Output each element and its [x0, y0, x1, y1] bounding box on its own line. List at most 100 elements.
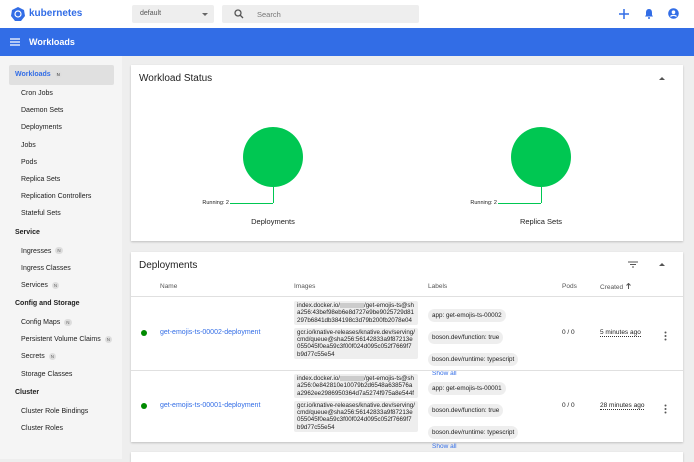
- label-chip: boson.dev/function: true: [428, 404, 504, 417]
- section-title: Config and Storage: [0, 294, 122, 314]
- column-header[interactable]: Pods: [562, 283, 577, 290]
- deployment-link[interactable]: get-emojis-ts-00002-deployment: [160, 329, 261, 336]
- nav-label: Ingresses: [21, 247, 52, 255]
- legend-line: [273, 187, 274, 203]
- top-bar: kubernetes default Search: [0, 0, 694, 28]
- badge: N: [64, 318, 72, 326]
- menu-icon: [664, 331, 667, 341]
- redacted: [340, 375, 364, 381]
- status-card: Workload Status Running: 2 Deployments Run…: [131, 65, 683, 241]
- redacted: [340, 302, 364, 308]
- label-chip: app: get-emojis-ts-00001: [428, 382, 506, 395]
- nav-item[interactable]: Deployments: [0, 119, 122, 136]
- divider: [131, 370, 683, 371]
- nav-label: Ingress Classes: [21, 264, 71, 272]
- nav-item[interactable]: Pods: [0, 154, 122, 171]
- nav-item[interactable]: Persistent Volume Claims N: [0, 331, 122, 348]
- nav-label: Storage Classes: [21, 370, 73, 378]
- pods-count: 0 / 0: [562, 329, 575, 336]
- nav-label: Services: [21, 281, 48, 289]
- collapse-button[interactable]: [659, 77, 665, 80]
- status-dot: [141, 403, 147, 409]
- collapse-button[interactable]: [659, 263, 665, 266]
- nav-label: Pods: [21, 158, 37, 166]
- image-text: gcr.io/knative-releases/knative.dev/serv…: [297, 401, 415, 431]
- column-header[interactable]: Images: [294, 283, 316, 290]
- section-label: Cluster: [15, 388, 40, 396]
- nav-item[interactable]: Cluster Role Bindings: [0, 403, 122, 420]
- nav-label: Cron Jobs: [21, 90, 53, 97]
- badge: N: [48, 353, 56, 361]
- nav-label: Cluster Roles: [21, 425, 64, 432]
- nav-item[interactable]: Ingress Classes: [0, 260, 122, 277]
- nav-item[interactable]: Config Maps N: [0, 314, 122, 331]
- account-button[interactable]: [668, 8, 679, 19]
- nav-item[interactable]: Replica Sets: [0, 171, 122, 188]
- divider: [131, 296, 683, 297]
- image-chip: index.docker.io//get-emojis-ts@sha256:43…: [294, 301, 418, 325]
- image-text: /get-emojis-ts@sha256:43bef98eb6e8d727e9…: [297, 302, 414, 324]
- badge: N: [55, 247, 63, 255]
- show-all-link[interactable]: Show all: [432, 443, 457, 450]
- labels-cell: app: get-emojis-ts-00001 boson.dev/functi…: [428, 377, 553, 450]
- nav-item[interactable]: Storage Classes: [0, 366, 122, 383]
- label-chip: boson.dev/runtime: typescript: [428, 426, 519, 439]
- image-text: index.docker.io/: [297, 302, 340, 309]
- section-label: Config and Storage: [15, 300, 80, 308]
- chart-legend: Running: 2: [470, 200, 497, 206]
- chart-legend: Running: 2: [202, 200, 229, 206]
- sidebar: Workloads N Cron Jobs Daemon Sets Deployment…: [0, 56, 122, 459]
- section-title: Cluster: [0, 383, 122, 403]
- nav-label: Secrets: [21, 353, 45, 361]
- search-box[interactable]: Search: [222, 5, 419, 23]
- section-title: Service: [0, 223, 122, 243]
- deployment-link[interactable]: get-emojis-ts-00001-deployment: [160, 402, 261, 409]
- row-menu[interactable]: [664, 401, 667, 414]
- label-chip: boson.dev/runtime: typescript: [428, 353, 519, 366]
- pods-count: 0 / 0: [562, 402, 575, 409]
- nav-item[interactable]: Cron Jobs: [0, 85, 122, 102]
- filter-button[interactable]: [628, 261, 638, 268]
- status-circle: [243, 127, 303, 187]
- created-time: 5 minutes ago: [600, 329, 641, 337]
- menu-button[interactable]: [10, 38, 20, 46]
- row-menu[interactable]: [664, 328, 667, 341]
- column-header[interactable]: Created: [600, 282, 631, 291]
- nav-label: Jobs: [21, 141, 36, 149]
- namespace-select[interactable]: default: [132, 5, 214, 23]
- sort-icon: [626, 282, 631, 289]
- column-header[interactable]: Labels: [428, 283, 448, 290]
- nav-item[interactable]: Ingresses N: [0, 243, 122, 260]
- nav-label: Replication Controllers: [21, 193, 92, 201]
- column-header[interactable]: Name: [160, 283, 178, 290]
- nav-item-active[interactable]: Workloads N: [9, 65, 114, 85]
- status-dot: [141, 330, 147, 336]
- nav-item[interactable]: Jobs: [0, 137, 122, 154]
- nav-item[interactable]: Secrets N: [0, 348, 122, 365]
- toolbar-title: Workloads: [29, 37, 75, 47]
- nav-label: Cluster Role Bindings: [21, 407, 89, 415]
- chart-label: Deployments: [251, 217, 295, 226]
- legend-line: [498, 203, 541, 204]
- nav-item[interactable]: Stateful Sets: [0, 205, 122, 222]
- card-title: Workload Status: [139, 73, 213, 84]
- nav-item[interactable]: Replication Controllers: [0, 188, 122, 205]
- image-text: index.docker.io/: [297, 375, 340, 382]
- nav-label: Stateful Sets: [21, 210, 61, 218]
- nav-label: Daemon Sets: [21, 107, 64, 115]
- dropdown-arrow: [202, 13, 208, 16]
- create-button[interactable]: [619, 9, 629, 19]
- nav-label: Persistent Volume Claims: [21, 336, 101, 344]
- nav-item[interactable]: Daemon Sets: [0, 102, 122, 119]
- search-icon: [234, 9, 244, 19]
- deployments-card: Deployments Name Images Labels Pods Created g…: [131, 252, 683, 450]
- status-circle: [511, 127, 571, 187]
- notifications-button[interactable]: [644, 8, 654, 19]
- nav-item[interactable]: Services N: [0, 277, 122, 294]
- legend-line: [541, 187, 542, 203]
- nav-label: Deployments: [21, 124, 62, 132]
- nav-item[interactable]: Cluster Roles: [0, 420, 122, 437]
- show-all-link[interactable]: Show all: [432, 370, 457, 377]
- menu-icon: [664, 404, 667, 414]
